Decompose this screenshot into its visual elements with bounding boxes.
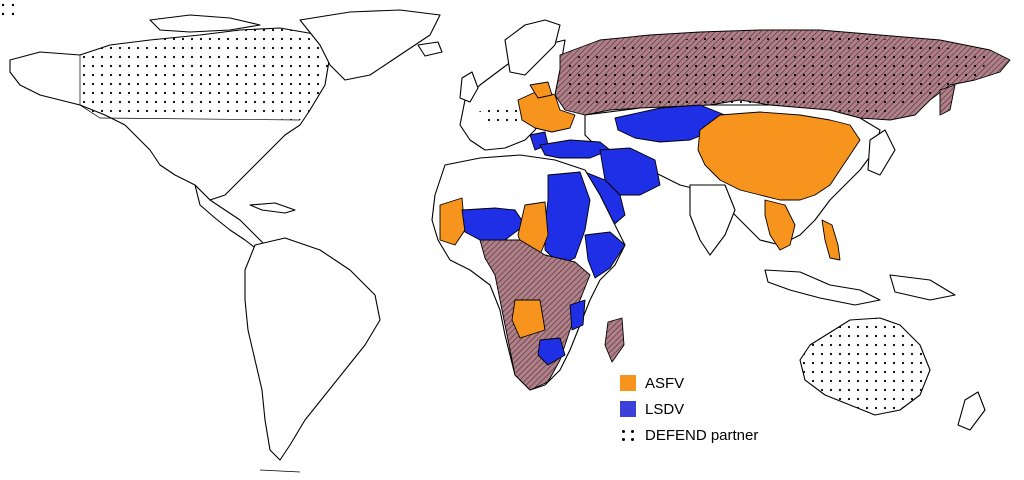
dot-pattern-swatch-icon xyxy=(620,427,636,443)
legend-label-lsdv: LSDV xyxy=(645,400,685,418)
africa xyxy=(431,154,626,391)
legend-item-asfv: ASFV xyxy=(620,372,684,394)
legend-item-defend-partner: DEFEND partner xyxy=(620,424,758,446)
legend-item-lsdv: LSDV xyxy=(620,398,684,420)
russia xyxy=(554,29,1011,121)
asfv-swatch-icon xyxy=(620,375,636,391)
australia xyxy=(799,317,986,431)
southern-coast xyxy=(259,469,301,473)
south-america xyxy=(244,237,381,461)
north-america xyxy=(9,9,441,251)
corner-islands xyxy=(1,3,15,16)
legend: ASFV LSDV DEFEND partner xyxy=(620,372,820,452)
legend-label-defend-partner: DEFEND partner xyxy=(645,426,759,444)
europe xyxy=(417,19,576,151)
legend-label-asfv: ASFV xyxy=(645,374,685,392)
lsdv-swatch-icon xyxy=(620,401,636,417)
